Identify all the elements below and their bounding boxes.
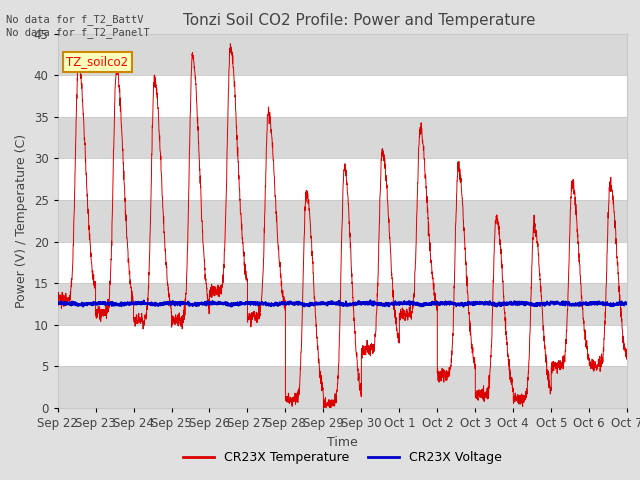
Bar	[58, 283, 627, 325]
Bar	[58, 34, 627, 75]
Text: Tonzi Soil CO2 Profile: Power and Temperature: Tonzi Soil CO2 Profile: Power and Temper…	[183, 13, 536, 28]
Text: No data for f_T2_BattV
No data for f_T2_PanelT: No data for f_T2_BattV No data for f_T2_…	[6, 14, 150, 38]
Bar	[58, 200, 627, 241]
X-axis label: Time: Time	[327, 435, 358, 449]
Bar	[58, 117, 627, 158]
Bar	[58, 366, 627, 408]
Text: TZ_soilco2: TZ_soilco2	[66, 55, 128, 69]
Legend: CR23X Temperature, CR23X Voltage: CR23X Temperature, CR23X Voltage	[178, 446, 507, 469]
Y-axis label: Power (V) / Temperature (C): Power (V) / Temperature (C)	[15, 134, 28, 308]
